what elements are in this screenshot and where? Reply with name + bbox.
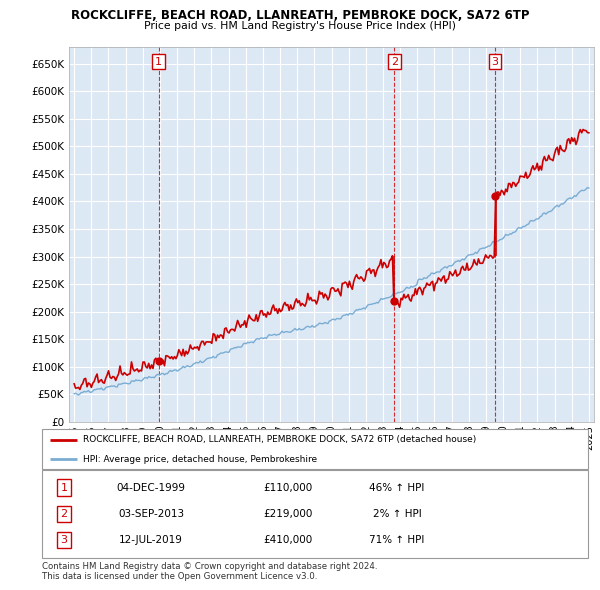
Text: 46% ↑ HPI: 46% ↑ HPI [369, 483, 425, 493]
Text: 3: 3 [491, 57, 499, 67]
Text: 2% ↑ HPI: 2% ↑ HPI [373, 509, 421, 519]
Text: 2: 2 [391, 57, 398, 67]
Text: 1: 1 [155, 57, 162, 67]
Text: Contains HM Land Registry data © Crown copyright and database right 2024.
This d: Contains HM Land Registry data © Crown c… [42, 562, 377, 581]
FancyBboxPatch shape [42, 470, 588, 558]
Text: HPI: Average price, detached house, Pembrokeshire: HPI: Average price, detached house, Pemb… [83, 454, 317, 464]
Text: £410,000: £410,000 [263, 535, 313, 545]
Text: 04-DEC-1999: 04-DEC-1999 [117, 483, 186, 493]
Text: Price paid vs. HM Land Registry's House Price Index (HPI): Price paid vs. HM Land Registry's House … [144, 21, 456, 31]
Text: £219,000: £219,000 [263, 509, 313, 519]
Text: £110,000: £110,000 [263, 483, 313, 493]
Text: 3: 3 [61, 535, 67, 545]
Text: ROCKCLIFFE, BEACH ROAD, LLANREATH, PEMBROKE DOCK, SA72 6TP: ROCKCLIFFE, BEACH ROAD, LLANREATH, PEMBR… [71, 9, 529, 22]
Text: ROCKCLIFFE, BEACH ROAD, LLANREATH, PEMBROKE DOCK, SA72 6TP (detached house): ROCKCLIFFE, BEACH ROAD, LLANREATH, PEMBR… [83, 435, 476, 444]
Text: 12-JUL-2019: 12-JUL-2019 [119, 535, 183, 545]
Text: 71% ↑ HPI: 71% ↑ HPI [369, 535, 425, 545]
Text: 1: 1 [61, 483, 67, 493]
FancyBboxPatch shape [42, 429, 588, 469]
Text: 03-SEP-2013: 03-SEP-2013 [118, 509, 184, 519]
Text: 2: 2 [60, 509, 67, 519]
